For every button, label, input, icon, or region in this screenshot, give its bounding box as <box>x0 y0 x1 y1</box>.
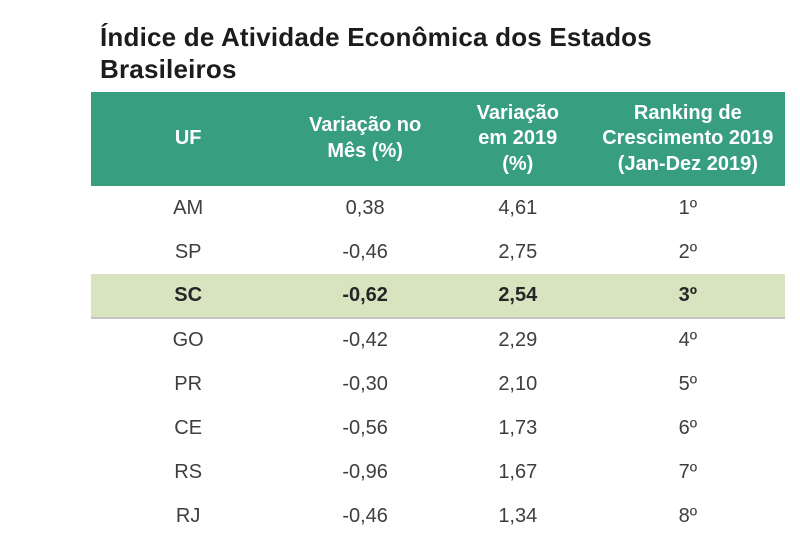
economic-activity-table: UF Variação no Mês (%) Variação em 2019 … <box>91 92 785 533</box>
cell-ranking: 1º <box>678 196 698 219</box>
cell-var-2019: 2,29 <box>498 329 538 351</box>
cell-uf: SP <box>174 240 202 263</box>
cell-ranking: 5º <box>678 372 698 395</box>
cell-ranking: 2º <box>678 240 698 263</box>
cell-var-mes: -0,30 <box>342 372 388 395</box>
cell-var-mes: -0,46 <box>342 240 388 263</box>
col-header-var-mes: Variação no Mês (%) <box>285 92 445 186</box>
cell-var-mes: -0,96 <box>342 460 388 483</box>
cell-var-mes: 0,38 <box>345 196 385 219</box>
cell-var-mes: -0,56 <box>342 416 388 439</box>
table-row-rj: RJ -0,46 1,34 8º <box>91 494 785 533</box>
col-header-var-2019: Variação em 2019 (%) <box>444 92 591 186</box>
cell-var-mes: -0,42 <box>342 329 388 351</box>
cell-var-2019: 1,34 <box>498 504 538 527</box>
table-row-go: GO -0,42 2,29 4º <box>91 318 785 362</box>
cell-uf: RJ <box>175 504 201 527</box>
cell-ranking: 4º <box>678 329 698 351</box>
col-header-uf: UF <box>91 92 286 186</box>
col-header-ranking: Ranking de Crescimento 2019 (Jan-Dez 201… <box>590 92 785 186</box>
cell-uf: GO <box>172 329 204 351</box>
table-row-ce: CE -0,56 1,73 6º <box>91 406 785 450</box>
table-row-pr: PR -0,30 2,10 5º <box>91 362 785 406</box>
cell-var-mes: -0,62 <box>285 274 445 319</box>
table-row-sp: SP -0,46 2,75 2º <box>91 230 785 274</box>
cell-var-2019: 2,10 <box>498 372 538 395</box>
table-header-row: UF Variação no Mês (%) Variação em 2019 … <box>91 92 785 186</box>
cell-uf: CE <box>174 416 203 439</box>
cell-uf: PR <box>174 372 203 395</box>
cell-ranking: 7º <box>678 460 698 483</box>
cell-var-mes: -0,46 <box>342 504 388 527</box>
cell-var-2019: 4,61 <box>498 196 538 219</box>
cell-ranking: 3º <box>590 274 785 319</box>
table-row-rs: RS -0,96 1,67 7º <box>91 450 785 494</box>
page-title: Índice de Atividade Econômica dos Estado… <box>100 22 652 84</box>
cell-uf: AM <box>173 196 204 219</box>
cell-ranking: 8º <box>678 504 698 527</box>
cell-var-2019: 2,54 <box>444 274 591 319</box>
table-row-am: AM 0,38 4,61 1º <box>91 186 785 230</box>
cell-uf: SC <box>91 274 286 319</box>
table-row-sc-highlighted: SC -0,62 2,54 3º <box>91 274 785 319</box>
cell-uf: RS <box>174 460 203 483</box>
cell-var-2019: 1,73 <box>498 416 538 439</box>
cell-ranking: 6º <box>678 416 698 439</box>
cell-var-2019: 1,67 <box>498 460 538 483</box>
cell-var-2019: 2,75 <box>498 240 538 263</box>
